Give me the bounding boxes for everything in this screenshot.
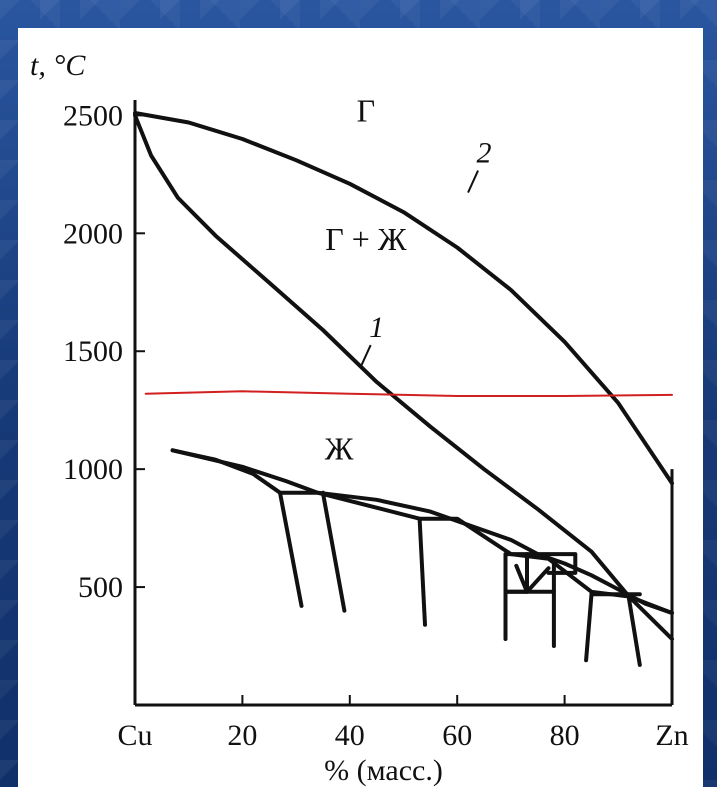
y-tick-label: 1000	[63, 453, 123, 486]
y-tick-label: 2000	[63, 217, 123, 250]
series-curve-1	[133, 113, 674, 641]
y-tick-label: 1500	[63, 335, 123, 368]
x-tick-label: 80	[550, 719, 580, 752]
curve-label-leader	[467, 170, 479, 193]
chart-panel	[18, 28, 703, 787]
series-phase-notch	[514, 563, 551, 594]
series-phase-line-3	[417, 516, 427, 627]
x-axis-title: % (масс.)	[324, 754, 443, 787]
series-phase-liquidus	[170, 448, 674, 615]
x-tick-label: Zn	[655, 719, 688, 752]
series-phase-line-2	[320, 490, 347, 613]
y-axis-title: t, °C	[30, 49, 86, 82]
curve-label-leader	[359, 344, 372, 368]
axes-layer	[133, 100, 674, 707]
series-phase-box-2	[525, 552, 578, 575]
series-phase-line-6	[584, 592, 594, 663]
x-tick-label: 20	[227, 719, 257, 752]
series-red-line	[144, 390, 673, 397]
y-tick-label: 2500	[63, 99, 123, 132]
series-phase-line-7	[627, 596, 642, 667]
series-phase-line-1	[278, 490, 304, 608]
series-layer	[133, 111, 674, 667]
y-tick-label: 500	[78, 571, 123, 604]
text-layer: 500 1000 1500 2000 2500 Cu 20 40 60 80 Zn t, °C % (м…	[30, 49, 689, 787]
x-tick-label: 60	[442, 719, 472, 752]
region-label: Г + Ж	[325, 221, 407, 257]
series-curve-2	[133, 111, 674, 486]
curve-label: 2	[477, 137, 492, 170]
curve-label: 1	[369, 311, 384, 344]
region-label: Г	[357, 92, 376, 128]
x-tick-label: 40	[335, 719, 365, 752]
x-tick-label: Cu	[117, 719, 152, 752]
region-label: Ж	[325, 431, 354, 467]
